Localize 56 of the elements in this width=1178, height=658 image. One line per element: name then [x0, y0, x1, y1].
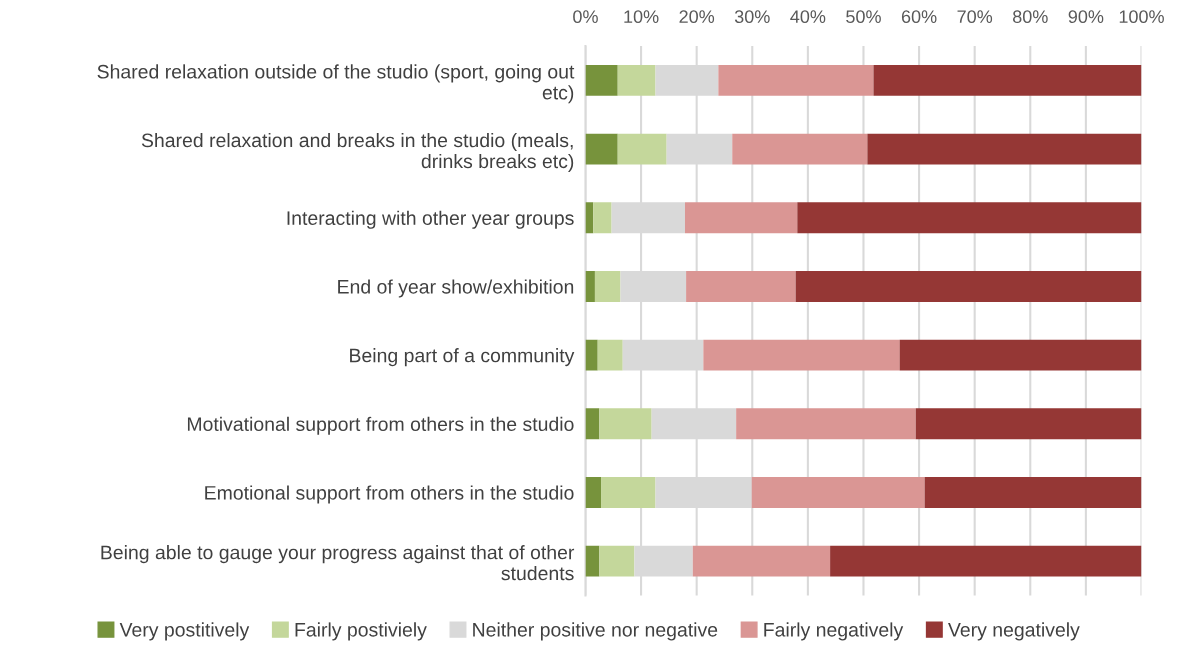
bar — [601, 477, 656, 508]
bar — [899, 339, 1142, 371]
x-tick-label: 10% — [624, 10, 659, 24]
bar — [692, 545, 831, 577]
bar — [684, 202, 798, 234]
y-tick-label: Motivational support from others in the studio — [187, 416, 574, 435]
bar — [795, 270, 1142, 302]
x-tick-label: 50% — [846, 10, 881, 24]
bar — [797, 202, 1142, 234]
bar — [585, 477, 602, 508]
y-tick-label: Shared relaxation outside of the studio (sport, going out etc) — [97, 64, 575, 104]
bar — [867, 133, 1142, 165]
bar — [597, 339, 623, 371]
bar — [585, 202, 594, 234]
bar — [585, 133, 618, 165]
x-tick-label: 100% — [1119, 10, 1164, 24]
bar — [585, 270, 595, 302]
bar — [718, 64, 874, 96]
x-tick-label: 0% — [573, 10, 598, 24]
bar — [617, 133, 667, 165]
y-tick-label: Interacting with other year groups — [287, 210, 574, 229]
bar — [585, 339, 598, 371]
legend-label: Neither positive nor negative — [473, 622, 718, 641]
bar — [703, 339, 900, 371]
bar — [686, 270, 796, 302]
bar — [585, 408, 600, 440]
bar — [585, 64, 618, 96]
x-tick-label: 30% — [734, 10, 770, 24]
y-tick-label: Being part of a community — [350, 348, 575, 367]
bar — [732, 133, 868, 165]
x-tick-label: 20% — [679, 10, 715, 24]
x-tick-label: 40% — [790, 10, 826, 24]
bar — [751, 477, 925, 508]
legend-label: Very negatively — [948, 622, 1080, 641]
legend-label: Fairly postiviely — [295, 622, 427, 641]
y-tick-label: Shared relaxation and breaks in the studio (meals, drinks breaks etc) — [141, 132, 574, 173]
bar — [924, 477, 1142, 508]
y-tick-label: End of year show/exhibition — [338, 279, 574, 298]
bar — [873, 64, 1142, 96]
x-tick-label: 90% — [1068, 10, 1104, 24]
x-tick-label: 60% — [901, 10, 937, 24]
bar — [599, 408, 652, 440]
bar — [736, 408, 916, 440]
y-tick-label: Being able to gauge your progress against that of other students — [101, 545, 575, 581]
x-tick-label: 80% — [1012, 10, 1048, 24]
y-tick-label: Emotional support from others in the studio — [205, 485, 574, 504]
bar — [915, 408, 1142, 440]
legend-label: Fairly negatively — [764, 622, 904, 641]
x-tick-label: 70% — [957, 10, 993, 24]
legend-label: Very postitively — [119, 622, 250, 641]
bar — [593, 202, 612, 234]
bar — [585, 545, 600, 577]
bar — [594, 270, 621, 302]
bar — [830, 545, 1142, 577]
bar — [617, 64, 656, 96]
bar — [599, 545, 635, 577]
